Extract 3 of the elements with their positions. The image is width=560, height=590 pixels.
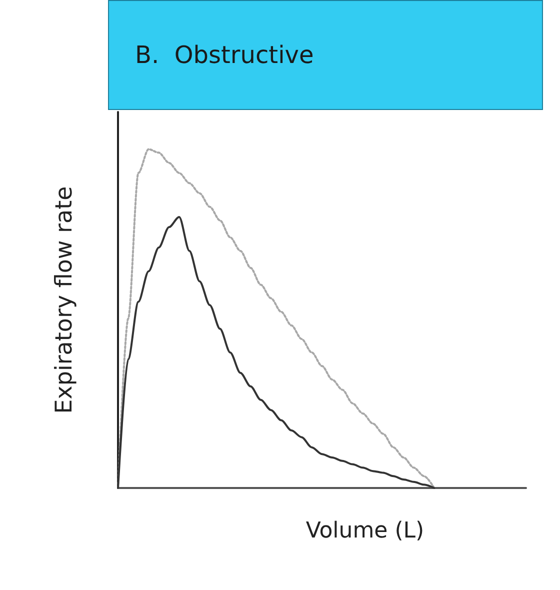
x-axis-title: Volume (L)	[306, 518, 424, 544]
y-axis-title: Expiratory flow rate	[52, 186, 78, 414]
chart-title: B. Obstructive	[108, 0, 543, 110]
